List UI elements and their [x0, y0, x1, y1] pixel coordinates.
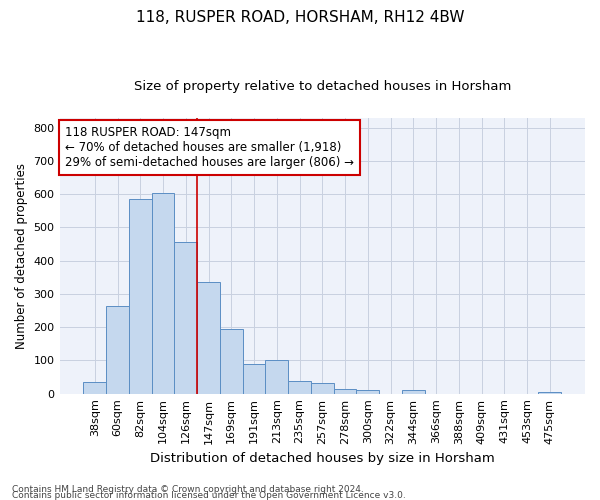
Text: 118 RUSPER ROAD: 147sqm
← 70% of detached houses are smaller (1,918)
29% of semi: 118 RUSPER ROAD: 147sqm ← 70% of detache… — [65, 126, 354, 169]
Bar — [129, 199, 152, 394]
Bar — [288, 381, 311, 394]
Bar — [152, 192, 175, 394]
Bar — [538, 392, 561, 394]
Bar — [83, 382, 106, 394]
Bar — [356, 390, 379, 394]
Title: Size of property relative to detached houses in Horsham: Size of property relative to detached ho… — [134, 80, 511, 93]
Bar — [265, 360, 288, 394]
Bar — [220, 329, 242, 394]
Bar — [334, 388, 356, 394]
Bar — [242, 364, 265, 394]
X-axis label: Distribution of detached houses by size in Horsham: Distribution of detached houses by size … — [150, 452, 494, 465]
Text: Contains HM Land Registry data © Crown copyright and database right 2024.: Contains HM Land Registry data © Crown c… — [12, 485, 364, 494]
Bar — [175, 242, 197, 394]
Bar — [106, 306, 129, 394]
Bar — [402, 390, 425, 394]
Bar — [311, 383, 334, 394]
Bar — [197, 282, 220, 394]
Text: 118, RUSPER ROAD, HORSHAM, RH12 4BW: 118, RUSPER ROAD, HORSHAM, RH12 4BW — [136, 10, 464, 25]
Text: Contains public sector information licensed under the Open Government Licence v3: Contains public sector information licen… — [12, 490, 406, 500]
Y-axis label: Number of detached properties: Number of detached properties — [15, 162, 28, 348]
